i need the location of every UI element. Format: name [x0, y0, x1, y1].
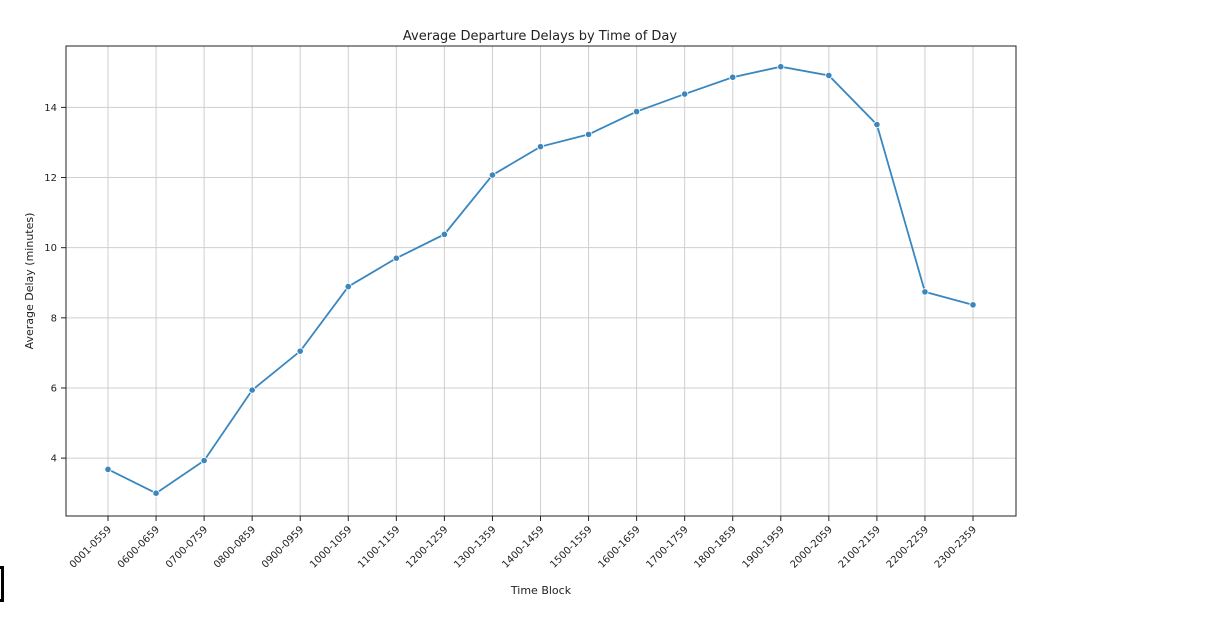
x-tick-label: 1000-1059	[308, 524, 354, 570]
chart-title: Average Departure Delays by Time of Day	[403, 29, 677, 44]
data-point	[248, 386, 256, 394]
data-point	[825, 71, 833, 80]
x-axis-ticks: 0001-0559 0600-0659 0700-0759 0800-0859 0900…	[68, 516, 979, 571]
x-tick-label: 1800-1859	[693, 524, 739, 570]
data-point	[104, 465, 112, 473]
x-tick-label: 0001-0559	[68, 524, 114, 570]
data-point	[152, 489, 160, 497]
y-tick-label: 14	[44, 103, 57, 114]
x-tick-label: 1100-1159	[356, 524, 402, 570]
y-tick-label: 8	[51, 313, 57, 324]
data-point	[729, 73, 737, 81]
x-tick-label: 2000-2059	[789, 524, 835, 570]
x-tick-label: 2300-2359	[933, 524, 979, 570]
x-tick-label: 0800-0859	[212, 524, 258, 570]
data-point	[536, 143, 545, 151]
data-point	[440, 230, 448, 238]
x-tick-label: 0900-0959	[260, 524, 306, 570]
series-layer	[104, 63, 977, 497]
y-tick-label: 6	[51, 383, 57, 394]
edge-bracket	[0, 566, 4, 602]
data-point	[296, 347, 304, 355]
x-axis-label: Time Block	[510, 584, 572, 597]
y-axis-label: Average Delay (minutes)	[23, 213, 36, 350]
x-tick-label: 1200-1259	[404, 524, 450, 570]
y-tick-label: 10	[44, 243, 57, 254]
x-tick-label: 1700-1759	[644, 524, 690, 570]
x-tick-label: 1600-1659	[596, 524, 642, 570]
data-point	[777, 63, 785, 71]
data-point	[200, 456, 208, 465]
data-point	[344, 283, 352, 291]
x-tick-label: 1900-1959	[741, 524, 787, 570]
data-point	[969, 301, 977, 309]
data-point	[681, 90, 689, 98]
y-tick-label: 12	[44, 173, 57, 184]
x-tick-label: 2100-2159	[837, 524, 883, 570]
x-tick-label: 2200-2259	[885, 524, 931, 570]
data-point	[873, 120, 881, 129]
x-tick-label: 1500-1559	[548, 524, 594, 570]
data-point	[488, 171, 497, 179]
data-point	[633, 107, 641, 116]
data-point	[392, 254, 400, 262]
x-tick-label: 0700-0759	[164, 524, 210, 570]
data-point	[921, 288, 929, 296]
y-tick-label: 4	[51, 454, 57, 465]
y-axis-ticks: 4 6 8 10 12 14	[44, 103, 66, 465]
x-tick-label: 1400-1459	[500, 524, 546, 570]
x-tick-label: 0600-0659	[116, 524, 162, 570]
grid-lines	[66, 46, 1016, 516]
data-point	[584, 130, 593, 138]
x-tick-label: 1300-1359	[452, 524, 498, 570]
